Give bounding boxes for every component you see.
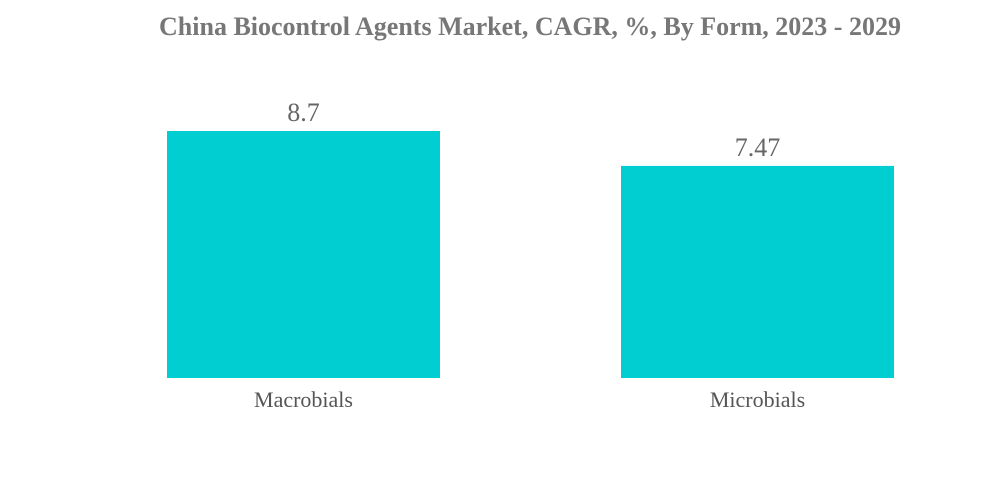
category-label: Microbials (710, 387, 805, 412)
bar-macrobials (167, 131, 440, 378)
category-label: Macrobials (254, 387, 353, 412)
value-label: 8.7 (287, 98, 320, 127)
chart-title: China Biocontrol Agents Market, CAGR, %,… (159, 12, 901, 41)
value-label: 7.47 (735, 133, 781, 162)
bar-microbials (621, 165, 894, 378)
